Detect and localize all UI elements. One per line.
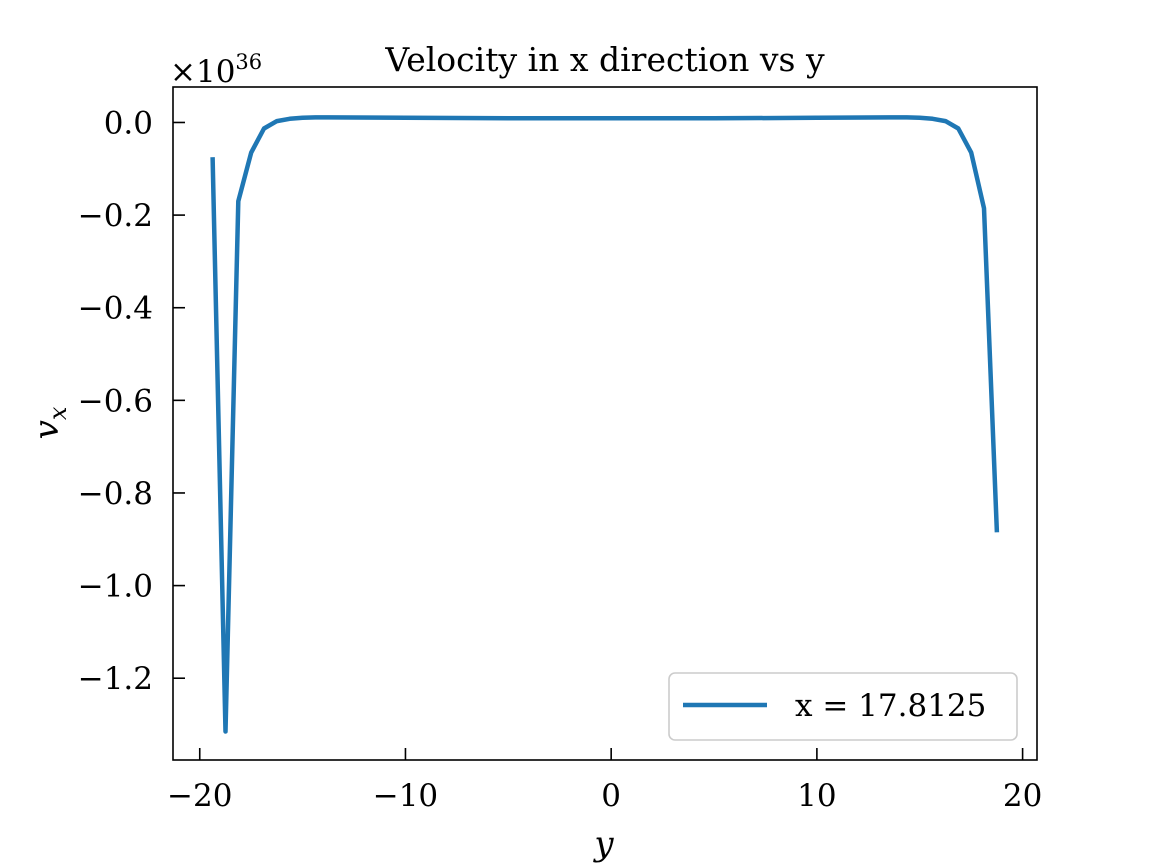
legend-label: x = 17.8125 bbox=[795, 688, 986, 724]
plot-frame bbox=[172, 86, 1038, 761]
y-axis-ticks: 0.0 −0.2 −0.4 −0.6 −0.8 −1.0 −1.2 bbox=[78, 105, 185, 697]
x-tick-label: −10 bbox=[373, 778, 438, 814]
x-tick-label: 0 bbox=[601, 778, 621, 814]
y-axis-label-subscript: x bbox=[44, 406, 72, 420]
x-tick-label: 10 bbox=[797, 778, 836, 814]
x-tick-label: −20 bbox=[167, 778, 232, 814]
series-line bbox=[210, 115, 1000, 734]
y-tick-label: −0.2 bbox=[78, 198, 153, 234]
y-tick-label: −0.4 bbox=[78, 291, 153, 327]
legend-box bbox=[668, 672, 1018, 741]
chart-title: Velocity in x direction vs y bbox=[384, 40, 825, 79]
y-scale-exponent: 36 bbox=[235, 50, 262, 74]
y-scale-offset-label: ×1036 bbox=[170, 50, 262, 90]
y-axis-label-main: v bbox=[27, 420, 67, 439]
y-axis-label: vx bbox=[27, 406, 72, 439]
x-axis-label: y bbox=[592, 824, 614, 864]
y-axis-label-group: vx bbox=[27, 406, 72, 439]
legend: x = 17.8125 bbox=[668, 672, 1018, 741]
y-tick-label: −0.6 bbox=[78, 383, 153, 419]
y-tick-label: 0.0 bbox=[104, 105, 153, 141]
y-tick-label: −1.2 bbox=[78, 661, 153, 697]
y-scale-multiplier: ×10 bbox=[170, 54, 235, 90]
series-layer bbox=[210, 115, 1000, 734]
x-axis-ticks: −20 −10 0 10 20 bbox=[167, 748, 1042, 814]
y-tick-label: −0.8 bbox=[78, 476, 153, 512]
x-tick-label: 20 bbox=[1003, 778, 1042, 814]
y-tick-label: −1.0 bbox=[78, 569, 153, 605]
